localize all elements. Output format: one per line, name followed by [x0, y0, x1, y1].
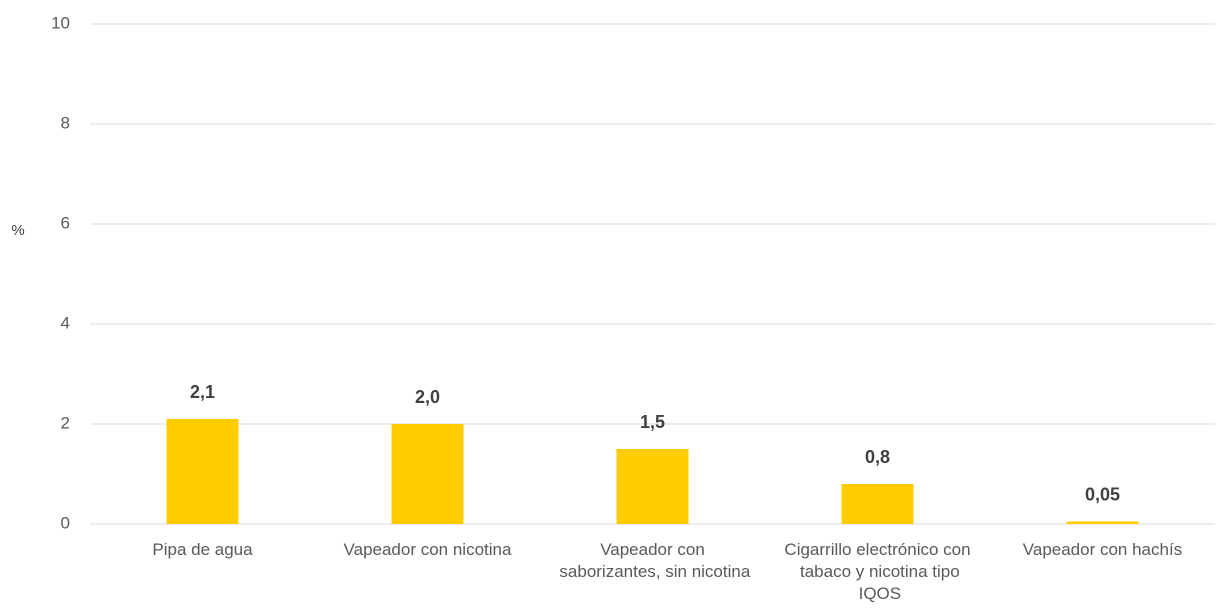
- bar: [841, 484, 914, 524]
- y-axis-label: %: [11, 222, 24, 239]
- bar: [166, 419, 239, 524]
- y-tick-label: 0: [61, 513, 70, 532]
- y-tick-label: 2: [61, 413, 70, 432]
- x-tick-label: Vapeador con saborizantes, sin nicotina: [555, 540, 751, 581]
- value-label: 0,05: [1085, 484, 1120, 504]
- x-tick-label: Pipa de agua: [152, 540, 253, 559]
- x-tick-label: Vapeador con nicotina: [344, 540, 512, 559]
- value-label: 0,8: [865, 447, 890, 467]
- y-tick-label: 4: [61, 313, 70, 332]
- x-tick-label: Cigarrillo electrónico con tabaco y nico…: [784, 540, 970, 603]
- bar: [1066, 521, 1139, 524]
- bar: [391, 424, 464, 524]
- y-tick-label: 10: [51, 13, 70, 32]
- value-label: 1,5: [640, 412, 665, 432]
- y-tick-label: 6: [61, 213, 70, 232]
- y-tick-label: 8: [61, 113, 70, 132]
- bar: [616, 449, 689, 524]
- value-label: 2,0: [415, 387, 440, 407]
- value-label: 2,1: [190, 382, 215, 402]
- x-tick-label: Vapeador con hachís: [1023, 540, 1182, 559]
